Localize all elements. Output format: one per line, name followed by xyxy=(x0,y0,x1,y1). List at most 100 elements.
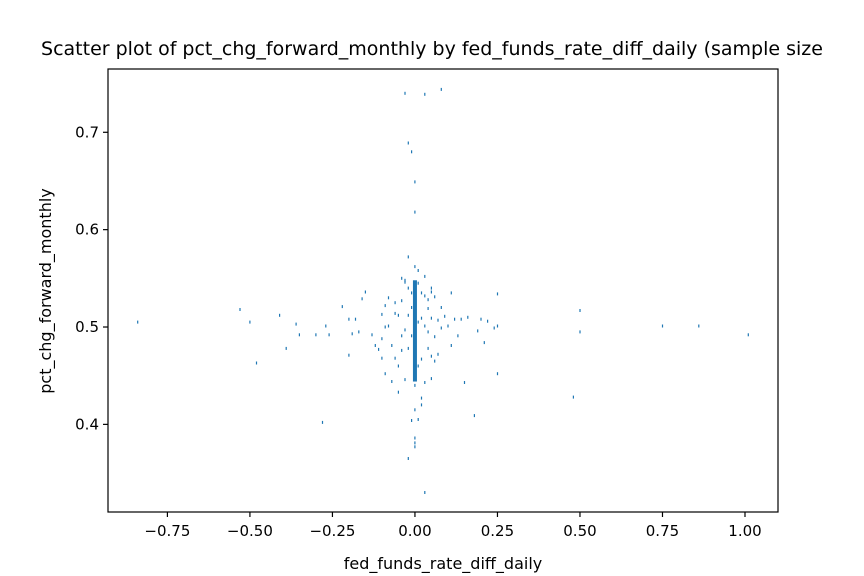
scatter-point xyxy=(394,311,396,315)
scatter-point xyxy=(430,286,432,290)
scatter-point xyxy=(387,296,390,300)
scatter-point xyxy=(434,359,436,363)
scatter-point xyxy=(427,307,429,310)
scatter-point xyxy=(358,330,360,334)
scatter-point xyxy=(328,333,330,337)
scatter-point xyxy=(496,372,499,376)
scatter-point xyxy=(404,378,406,382)
scatter-point xyxy=(698,324,700,328)
scatter-point xyxy=(407,141,409,145)
scatter-point xyxy=(411,291,413,295)
scatter-point xyxy=(434,295,436,299)
y-tick-label: 0.7 xyxy=(75,123,99,141)
scatter-point xyxy=(420,396,423,400)
scatter-point xyxy=(496,292,499,296)
scatter-point xyxy=(401,276,403,280)
scatter-point xyxy=(404,328,406,332)
scatter-point xyxy=(397,364,399,368)
scatter-point xyxy=(298,333,300,337)
scatter-point xyxy=(404,278,406,282)
scatter-point xyxy=(417,364,419,368)
scatter-point xyxy=(255,361,258,365)
x-tick-label: 0.50 xyxy=(563,522,596,540)
scatter-point xyxy=(414,441,416,445)
scatter-point xyxy=(374,344,376,347)
x-axis-label: fed_funds_rate_diff_daily xyxy=(344,554,542,574)
scatter-point xyxy=(420,316,423,320)
scatter-point xyxy=(417,269,419,272)
scatter-point xyxy=(417,418,419,421)
scatter-point xyxy=(414,296,416,300)
scatter-point xyxy=(397,390,399,394)
scatter-point xyxy=(341,305,343,309)
scatter-point xyxy=(351,332,353,336)
scatter-point xyxy=(391,344,393,347)
scatter-point xyxy=(424,274,426,278)
scatter-point xyxy=(381,337,383,341)
scatter-point xyxy=(411,419,413,422)
scatter-point xyxy=(427,298,429,302)
scatter-point xyxy=(417,320,419,324)
scatter-point xyxy=(384,304,386,308)
scatter-point xyxy=(430,316,432,320)
scatter-point xyxy=(424,491,426,494)
scatter-point xyxy=(384,325,386,329)
scatter-point xyxy=(348,353,350,357)
scatter-point xyxy=(424,294,426,298)
scatter-point xyxy=(477,329,479,333)
scatter-point xyxy=(463,381,466,384)
scatter-point xyxy=(384,372,386,376)
scatter-point xyxy=(427,346,429,350)
scatter-point xyxy=(440,306,442,309)
scatter-point xyxy=(321,420,324,424)
scatter-point xyxy=(457,334,459,338)
scatter-point xyxy=(487,319,489,323)
plot-frame xyxy=(107,68,779,513)
scatter-point xyxy=(285,346,287,350)
scatter-point xyxy=(404,91,406,95)
scatter-point xyxy=(407,255,409,259)
x-tick-label: −0.50 xyxy=(227,522,273,540)
scatter-point xyxy=(249,320,251,324)
x-tick-label: −0.25 xyxy=(309,522,355,540)
scatter-point xyxy=(417,281,419,285)
scatter-point xyxy=(444,314,446,318)
x-axis: −0.75 −0.50 −0.25 0.00 0.25 0.50 0.75 1.00 xyxy=(144,512,762,540)
scatter-point xyxy=(496,324,499,328)
scatter-point xyxy=(381,312,383,316)
scatter-point xyxy=(424,92,426,96)
scatter-point xyxy=(579,330,581,334)
x-tick-label: 0.75 xyxy=(646,522,679,540)
scatter-point xyxy=(424,381,426,384)
scatter-point xyxy=(454,317,456,321)
scatter-point xyxy=(434,335,436,339)
scatter-point xyxy=(387,324,390,328)
scatter-point xyxy=(407,346,409,350)
scatter-point xyxy=(414,383,416,387)
scatter-point xyxy=(460,317,462,321)
scatter-point xyxy=(450,291,452,295)
scatter-point xyxy=(394,301,396,305)
scatter-point xyxy=(661,324,664,328)
scatter-point xyxy=(420,291,423,295)
scatter-point xyxy=(424,324,426,328)
scatter-point xyxy=(414,436,416,440)
central-point-band xyxy=(412,280,417,382)
scatter-point xyxy=(407,286,409,290)
scatter-point xyxy=(450,344,452,347)
scatter-point xyxy=(401,334,403,338)
scatter-point xyxy=(325,324,327,328)
y-tick-label: 0.6 xyxy=(75,221,99,239)
scatter-point xyxy=(414,180,416,184)
scatter-point xyxy=(447,324,449,328)
scatter-point xyxy=(440,326,442,330)
scatter-point xyxy=(401,348,403,352)
scatter-point xyxy=(404,280,406,284)
y-tick-label: 0.5 xyxy=(75,318,99,336)
scatter-point xyxy=(411,334,413,338)
scatter-point xyxy=(401,299,403,303)
scatter-point xyxy=(483,341,485,345)
y-tick-label: 0.4 xyxy=(75,415,99,433)
scatter-points xyxy=(137,87,749,494)
scatter-point xyxy=(371,333,373,337)
